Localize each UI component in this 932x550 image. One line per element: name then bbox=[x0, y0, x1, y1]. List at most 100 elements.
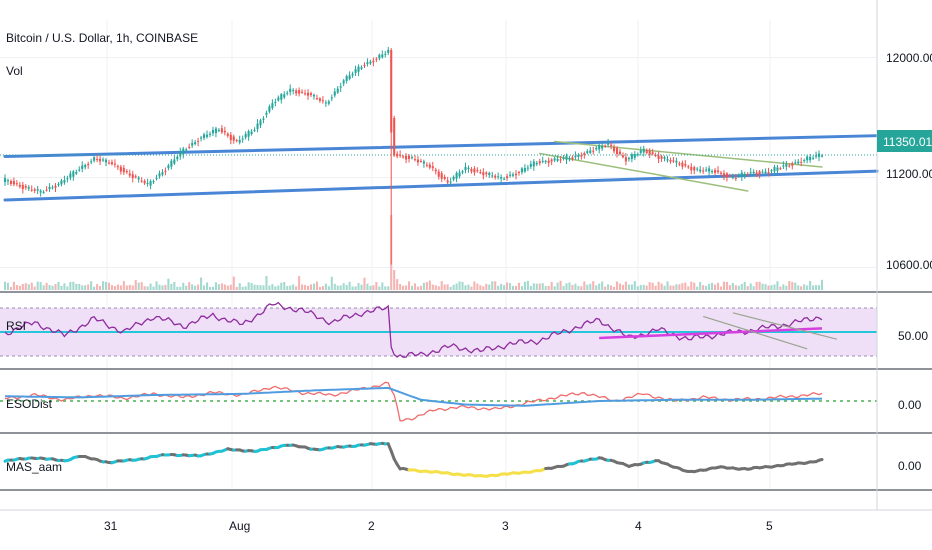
volume-bar bbox=[99, 286, 102, 290]
candle-body bbox=[315, 98, 318, 100]
candle-body bbox=[571, 157, 574, 159]
candle-body bbox=[746, 173, 749, 175]
candle-body bbox=[15, 183, 18, 185]
volume-bar bbox=[806, 285, 809, 290]
candle-body bbox=[283, 94, 286, 98]
volume-bar bbox=[330, 276, 333, 290]
volume-bar bbox=[618, 283, 622, 290]
candle-body bbox=[378, 54, 381, 59]
candle-body bbox=[541, 160, 544, 162]
candle-body bbox=[232, 136, 235, 141]
candle-body bbox=[770, 170, 773, 172]
volume-bar bbox=[446, 284, 449, 290]
candle-body bbox=[250, 131, 253, 135]
volume-bar bbox=[749, 283, 752, 290]
esodist-label[interactable]: ESODist bbox=[6, 397, 53, 411]
candle-body bbox=[241, 138, 244, 140]
candle-body bbox=[161, 172, 164, 175]
volume-bar bbox=[506, 282, 509, 290]
last-price-tag bbox=[877, 130, 932, 152]
candle-body bbox=[321, 100, 324, 102]
volume-bar bbox=[672, 285, 675, 290]
time-tick-label: 5 bbox=[766, 519, 773, 533]
candle-body bbox=[390, 50, 393, 133]
volume-bar bbox=[574, 283, 577, 290]
volume-bar bbox=[690, 281, 693, 290]
volume-bar bbox=[725, 281, 728, 290]
candle-body bbox=[699, 169, 702, 172]
candle-body bbox=[375, 58, 378, 60]
rsi-label[interactable]: RSI bbox=[6, 319, 26, 333]
volume-bar bbox=[419, 285, 422, 290]
candle-body bbox=[479, 172, 482, 174]
candle-body bbox=[197, 140, 200, 142]
volume-bar bbox=[298, 276, 301, 290]
volume-bar bbox=[470, 286, 473, 290]
candle-body bbox=[60, 180, 63, 185]
candle-body bbox=[544, 161, 547, 163]
volume-label[interactable]: Vol bbox=[6, 64, 23, 78]
candle-body bbox=[497, 176, 500, 178]
volume-bar bbox=[387, 286, 390, 290]
esodist-slow-line bbox=[4, 386, 823, 407]
volume-bar bbox=[122, 281, 125, 290]
volume-bar bbox=[72, 281, 75, 290]
candle-body bbox=[182, 148, 185, 155]
volume-bar bbox=[39, 282, 42, 290]
mas-aam-label[interactable]: MAS_aam bbox=[6, 460, 62, 474]
candle-body bbox=[740, 172, 743, 177]
volume-bar bbox=[708, 283, 711, 290]
candle-body bbox=[208, 133, 212, 135]
volume-bar bbox=[140, 282, 143, 290]
volume-bar bbox=[592, 281, 595, 290]
volume-bar bbox=[161, 285, 164, 290]
volume-bar bbox=[256, 284, 259, 290]
volume-bar bbox=[107, 282, 111, 290]
symbol-title[interactable]: Bitcoin / U.S. Dollar, 1h, COINBASE bbox=[6, 31, 198, 45]
candle-body bbox=[81, 165, 84, 169]
candle-body bbox=[110, 162, 113, 165]
candle-body bbox=[277, 97, 280, 101]
candle-body bbox=[312, 94, 316, 97]
volume-bar bbox=[226, 285, 229, 290]
candle-body bbox=[93, 157, 96, 161]
volume-bar bbox=[464, 285, 467, 290]
candle-body bbox=[134, 176, 137, 178]
candle-body bbox=[348, 75, 351, 80]
mas-aam-segment bbox=[817, 457, 824, 462]
candle-body bbox=[687, 166, 690, 168]
time-tick-label: 3 bbox=[502, 519, 509, 533]
candle-body bbox=[357, 66, 360, 72]
candle-body bbox=[176, 156, 179, 160]
volume-bar bbox=[598, 283, 601, 290]
candle-body bbox=[369, 61, 372, 64]
candle-body bbox=[3, 178, 7, 183]
volume-bar bbox=[348, 281, 351, 290]
trend-drawings[interactable] bbox=[0, 134, 879, 202]
volume-bar bbox=[75, 283, 78, 290]
candle-body bbox=[289, 88, 292, 93]
volume-bar bbox=[128, 284, 131, 290]
candle-body bbox=[396, 153, 399, 157]
volume-bar bbox=[375, 282, 378, 290]
volume-bar bbox=[229, 284, 232, 290]
volume-bar bbox=[785, 285, 788, 290]
candle-body bbox=[295, 90, 298, 94]
volume-bar bbox=[601, 281, 604, 290]
volume-bar bbox=[339, 285, 342, 290]
candle-body bbox=[817, 153, 821, 157]
candle-body bbox=[660, 156, 663, 159]
candle-body bbox=[75, 171, 78, 174]
candle-body bbox=[788, 165, 791, 167]
candle-body bbox=[51, 187, 54, 189]
volume-bar bbox=[396, 279, 399, 290]
volume-bar bbox=[719, 286, 723, 290]
volume-bar bbox=[752, 286, 755, 290]
volume-bar bbox=[494, 281, 497, 290]
volume-bar bbox=[155, 281, 158, 290]
candle-body bbox=[607, 143, 610, 145]
channel-upper-line bbox=[3, 134, 879, 158]
candle-body bbox=[612, 146, 616, 152]
candle-body bbox=[298, 90, 301, 94]
volume-bar bbox=[164, 284, 167, 290]
